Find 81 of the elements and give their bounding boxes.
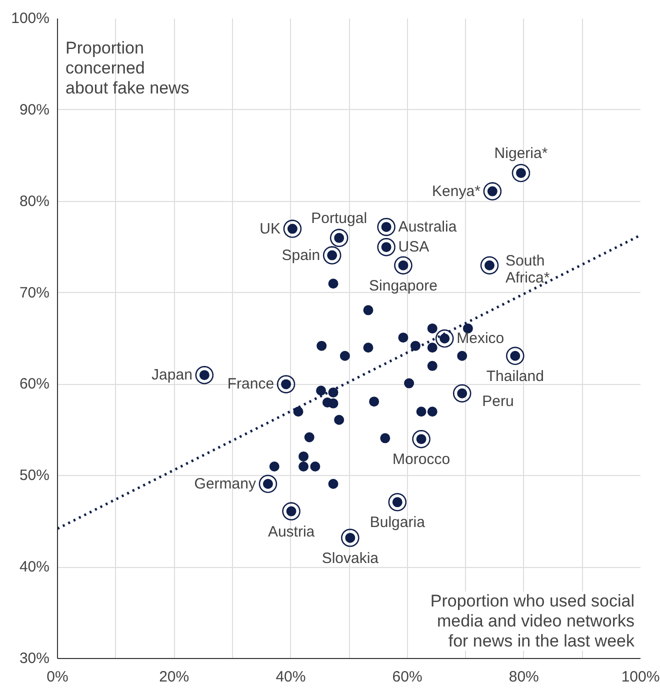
point (276, 375, 296, 394)
point (452, 384, 472, 402)
x-tick-label: 100% (621, 668, 660, 686)
annotation: USA (398, 238, 430, 256)
point (363, 342, 374, 353)
point (340, 350, 350, 361)
point (398, 332, 408, 343)
annotation: Singapore (369, 277, 438, 294)
point (298, 451, 309, 462)
point (480, 256, 499, 274)
annotation: Austria (268, 523, 316, 540)
x-tick-label: 20% (159, 668, 190, 686)
point (377, 218, 396, 236)
point (377, 238, 396, 256)
point (388, 493, 407, 512)
annotation: France (227, 376, 274, 393)
point (334, 414, 344, 425)
point (328, 278, 338, 289)
x-axis-title: Proportion who used social media and video networks for news in the last week (430, 592, 635, 650)
point (328, 398, 338, 408)
y-tick-label: 50% (19, 467, 50, 484)
point (258, 474, 278, 493)
point (269, 462, 280, 472)
point (427, 323, 438, 334)
y-tick-label: 60% (19, 376, 50, 393)
x-tick-label: 40% (276, 668, 306, 686)
point (328, 478, 338, 489)
point (293, 406, 304, 417)
point (394, 256, 412, 274)
annotation: Thailand (486, 368, 544, 385)
point (412, 430, 430, 448)
point (310, 462, 320, 472)
annotation: Spain (282, 246, 320, 264)
annotation: Peru (482, 392, 514, 410)
point (282, 502, 300, 520)
annotation: South Africa* (506, 252, 550, 286)
y-axis-title: Proportion concerned about fake news (66, 38, 190, 98)
annotation: Japan (152, 366, 192, 384)
y-tick-label: 70% (19, 284, 50, 302)
point (404, 378, 414, 388)
point (328, 387, 338, 398)
point (512, 164, 530, 182)
annotation: Nigeria* (494, 145, 548, 162)
point (427, 406, 438, 417)
point (427, 360, 438, 371)
annotation: Germany (194, 475, 256, 492)
annotation: Australia (398, 218, 458, 236)
point (322, 246, 342, 264)
x-tick-label: 60% (392, 668, 422, 686)
point (410, 340, 420, 351)
point (416, 406, 426, 417)
point (363, 305, 374, 316)
annotation: Morocco (392, 451, 450, 468)
y-tick-label: 90% (19, 101, 50, 118)
annotation: Mexico (456, 330, 504, 347)
annotation: Portugal (311, 210, 368, 227)
x-tick-label: 80% (508, 668, 539, 686)
x-tick-label: 0% (46, 668, 68, 686)
point (369, 396, 380, 407)
point (435, 329, 454, 348)
y-tick-label: 40% (19, 558, 50, 576)
point (283, 220, 302, 238)
point (341, 528, 360, 547)
point (195, 366, 214, 384)
annotation: Slovakia (322, 550, 380, 567)
annotation: UK (260, 220, 280, 238)
y-tick-label: 30% (19, 650, 50, 667)
annotation: Bulgaria (370, 514, 426, 532)
point (427, 342, 438, 353)
point (298, 462, 309, 472)
point (380, 433, 390, 444)
point (483, 182, 502, 200)
y-tick-label: 80% (19, 192, 50, 210)
point (457, 350, 468, 361)
point (330, 228, 348, 248)
point (304, 432, 314, 442)
y-tick-label: 100% (11, 10, 50, 27)
point (316, 340, 327, 351)
point (316, 386, 326, 396)
point (506, 346, 524, 365)
annotation: Kenya* (432, 182, 481, 200)
